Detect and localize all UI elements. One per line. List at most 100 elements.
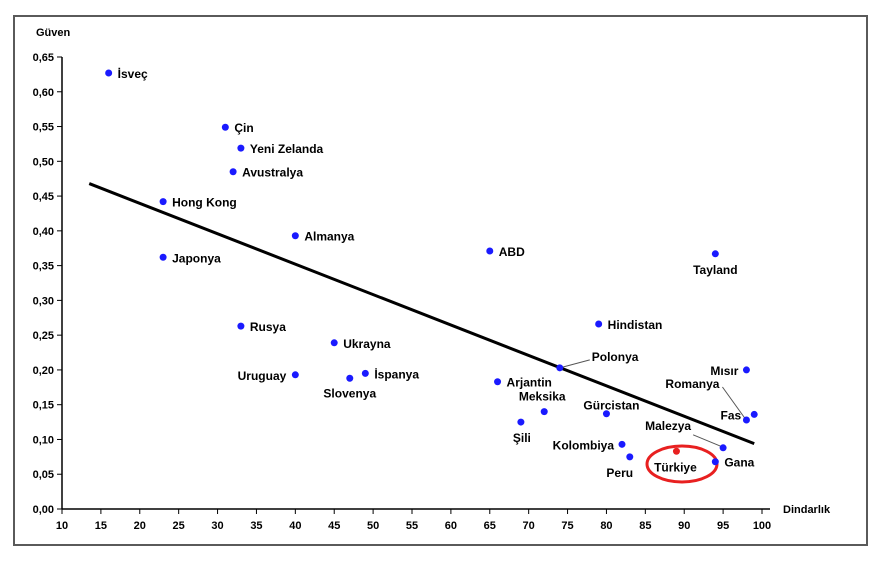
x-tick-label: 95 [717,520,729,532]
data-point [672,447,680,455]
point-label: Almanya [304,230,354,244]
x-tick-label: 10 [56,520,68,532]
data-point [711,458,719,466]
point-label: Rusya [250,320,286,334]
data-point [742,366,750,374]
y-tick-label: 0,25 [33,330,54,342]
point-label: İsveç [118,66,148,81]
x-tick-label: 80 [600,520,612,532]
point-label: Meksika [519,390,566,404]
point-label: Hong Kong [172,196,237,210]
y-tick-label: 0,60 [33,87,54,99]
data-point [330,339,338,347]
data-point [237,144,245,152]
data-point [618,440,626,448]
leader-line [692,434,723,448]
x-tick-label: 30 [211,520,223,532]
point-label: Gürcistan [583,399,639,413]
y-axis-title: Güven [36,27,71,39]
data-point [361,369,369,377]
data-point [237,322,245,330]
trend-line [88,182,755,446]
point-label: Gana [724,456,754,470]
point-label: Tayland [693,263,737,277]
data-point [742,416,750,424]
y-tick-label: 0,35 [33,261,54,273]
y-tick-label: 0,65 [33,52,54,64]
point-label: Peru [606,466,633,480]
leader-lines [559,359,746,448]
x-tick-label: 75 [561,520,573,532]
y-tick-label: 0,30 [33,295,54,307]
data-point [494,378,502,386]
point-label: Çin [234,121,253,135]
data-points [105,69,758,466]
point-label: Fas [721,408,742,422]
data-point [540,408,548,416]
data-point [595,320,603,328]
point-label: Şili [513,431,531,445]
data-point [291,232,299,240]
data-point [105,69,113,77]
data-point [159,198,167,206]
chart-frame [13,15,868,546]
data-point [750,410,758,418]
data-point [346,374,354,382]
data-point [291,371,299,379]
point-label: Slovenya [323,386,376,400]
leader-line [722,386,746,420]
x-tick-label: 25 [173,520,185,532]
point-label: İspanya [374,366,419,381]
data-point [229,168,237,176]
data-point [486,247,494,255]
data-point [711,250,719,258]
data-point [517,418,525,426]
point-label: Japonya [172,251,221,265]
x-tick-label: 90 [678,520,690,532]
y-tick-label: 0,45 [33,191,54,203]
x-tick-label: 55 [406,520,418,532]
point-label: Yeni Zelanda [250,142,324,156]
data-point [719,444,727,452]
y-tick-label: 0,15 [33,400,54,412]
x-tick-label: 45 [328,520,340,532]
point-label: Arjantin [507,376,552,390]
y-tick-label: 0,10 [33,434,54,446]
y-tick-label: 0,50 [33,156,54,168]
y-tick-label: 0,05 [33,469,54,481]
y-tick-label: 0,40 [33,226,54,238]
point-label: Kolombiya [553,438,615,452]
data-point [221,123,229,131]
point-label: Türkiye [654,460,697,474]
x-tick-label: 50 [367,520,379,532]
point-label: Hindistan [608,318,663,332]
y-tick-label: 0,55 [33,122,54,134]
y-ticks: 0,00 0,05 0,10 0,15 0,20 0,25 0,30 0,35 0,40 0,45… [33,52,62,516]
point-labels: İsveç Çin Yeni Zelanda Avustralya Hong Kong A… [118,66,755,480]
x-ticks: 10 15 20 25 30 35 40 45 50 55 60 65 70 75 80 85 90 95 100 [56,509,771,532]
point-label: Avustralya [242,166,303,180]
x-tick-label: 15 [95,520,107,532]
point-label: Ukrayna [343,337,391,351]
point-label: Romanya [665,377,719,391]
x-tick-label: 35 [250,520,262,532]
x-tick-label: 40 [289,520,301,532]
point-label: Mısır [710,364,738,378]
x-tick-label: 65 [484,520,496,532]
y-tick-label: 0,20 [33,365,54,377]
x-tick-label: 100 [753,520,771,532]
point-label: Malezya [645,419,691,433]
point-label: ABD [499,245,525,259]
x-tick-label: 20 [134,520,146,532]
leader-line [559,359,590,369]
data-point [602,410,610,418]
data-point [626,453,634,461]
x-axis-title: Dindarlık [783,504,831,516]
point-label: Polonya [592,350,639,364]
data-point [159,253,167,261]
y-tick-label: 0,00 [33,504,54,516]
x-tick-label: 60 [445,520,457,532]
x-tick-label: 70 [523,520,535,532]
x-tick-label: 85 [639,520,651,532]
